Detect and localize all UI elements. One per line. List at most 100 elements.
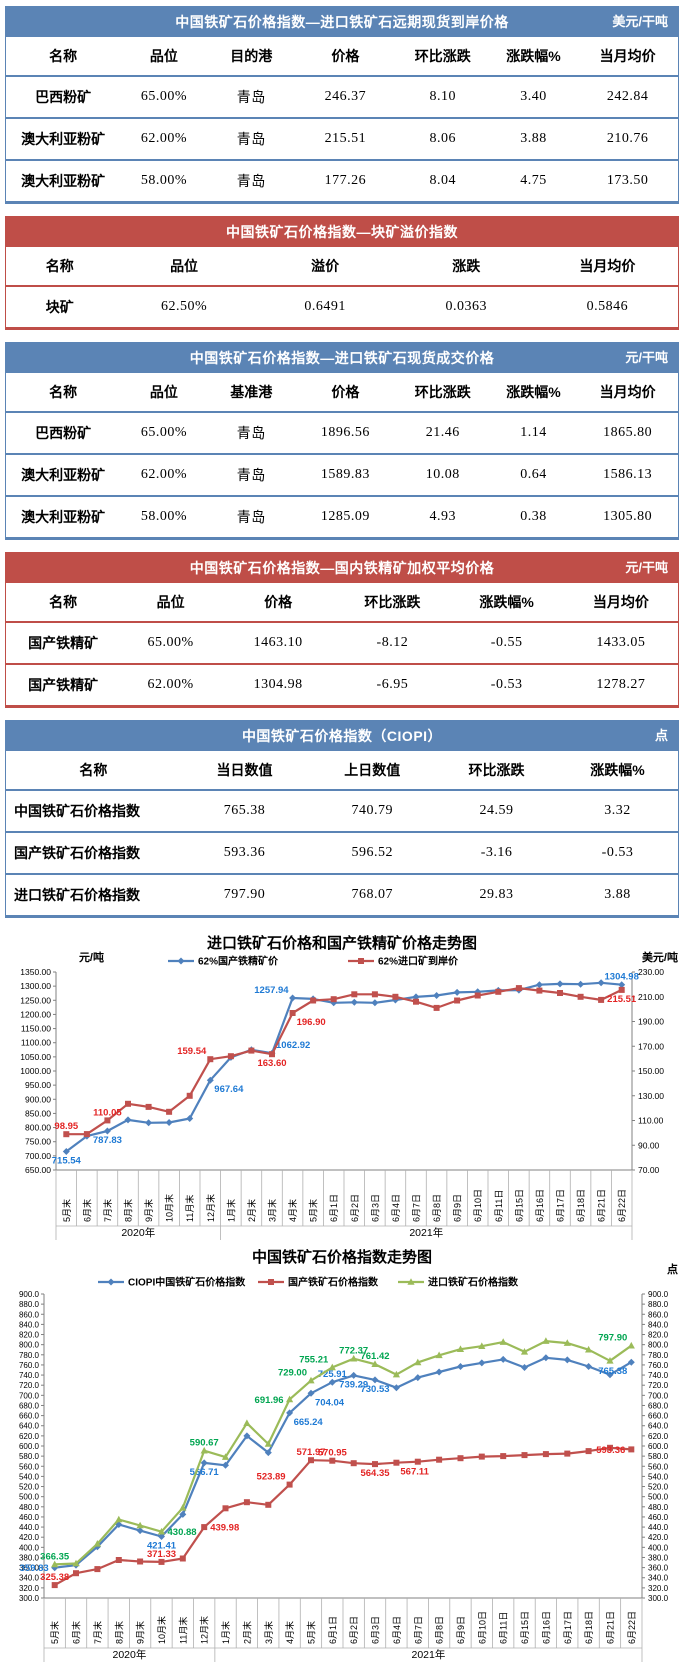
- table-row: 中国铁矿石价格指数 765.38 740.79 24.59 3.32: [6, 790, 678, 833]
- svg-text:1250.00: 1250.00: [20, 995, 51, 1005]
- svg-text:6月7日: 6月7日: [413, 1616, 423, 1644]
- value-cell: 4.93: [395, 496, 490, 539]
- svg-text:1350.00: 1350.00: [20, 967, 51, 977]
- table-unit: 元/干吨: [625, 560, 668, 575]
- chart-title: 进口铁矿石价格和国产铁精矿价格走势图: [207, 934, 477, 952]
- value-cell: 765.38: [180, 790, 309, 833]
- svg-text:10月末: 10月末: [156, 1616, 167, 1644]
- value-cell: 青岛: [207, 160, 295, 203]
- table-row: 巴西粉矿 65.00% 青岛 246.37 8.10 3.40 242.84: [6, 76, 678, 119]
- column-header: 当月均价: [577, 37, 678, 77]
- data-label: 366.35: [40, 1551, 70, 1562]
- svg-text:6月11日: 6月11日: [499, 1612, 509, 1644]
- svg-text:8月末: 8月末: [113, 1621, 124, 1644]
- svg-text:6月8日: 6月8日: [435, 1616, 445, 1644]
- svg-text:2020年: 2020年: [121, 1226, 155, 1239]
- value-cell: 768.07: [308, 874, 437, 917]
- svg-text:6月15日: 6月15日: [520, 1611, 530, 1644]
- table-title: 中国铁矿石价格指数—进口铁矿石远期现货到岸价格: [175, 14, 509, 30]
- table-unit: 点: [654, 728, 668, 743]
- svg-text:6月18日: 6月18日: [576, 1189, 586, 1222]
- value-cell: 62.50%: [113, 286, 255, 329]
- table-lump-premium: 中国铁矿石价格指数—块矿溢价指数 名称 品位 溢价 涨跌 当月均价 块矿 62.50% 0.6…: [5, 216, 679, 330]
- table-title-bar: 中国铁矿石价格指数—进口铁矿石现货成交价格 元/干吨: [6, 343, 678, 373]
- value-cell: 210.76: [577, 118, 678, 161]
- table-unit: 美元/干吨: [612, 14, 668, 29]
- value-cell: 青岛: [207, 76, 295, 119]
- data-table: 名称 品位 价格 环比涨跌 涨跌幅% 当月均价 国产铁精矿 65.00% 1463.10 -8.1…: [6, 583, 678, 707]
- table-title-bar: 中国铁矿石价格指数—块矿溢价指数: [6, 217, 678, 247]
- table-row: 块矿 62.50% 0.6491 0.0363 0.5846: [6, 286, 678, 329]
- svg-text:6月3日: 6月3日: [370, 1194, 380, 1222]
- value-cell: 1433.05: [563, 622, 678, 665]
- value-cell: 3.32: [557, 790, 678, 833]
- row-name-cell: 澳大利亚粉矿: [6, 496, 121, 539]
- column-header: 环比涨跌: [395, 373, 490, 413]
- table-header-row: 名称 品位 基准港 价格 环比涨跌 涨跌幅% 当月均价: [6, 373, 678, 413]
- table-title: 中国铁矿石价格指数（CIOPI）: [241, 728, 443, 744]
- svg-text:360.0: 360.0: [19, 1564, 40, 1573]
- svg-text:5月末: 5月末: [61, 1199, 72, 1222]
- svg-text:6月15日: 6月15日: [514, 1189, 524, 1222]
- svg-text:840.0: 840.0: [19, 1320, 40, 1329]
- svg-text:6月17日: 6月17日: [563, 1611, 573, 1644]
- row-name-cell: 国产铁精矿: [6, 622, 121, 665]
- svg-text:4月末: 4月末: [284, 1621, 295, 1644]
- table-row: 澳大利亚粉矿 62.00% 青岛 215.51 8.06 3.88 210.76: [6, 118, 678, 161]
- svg-text:580.0: 580.0: [19, 1452, 40, 1461]
- svg-text:6月9日: 6月9日: [456, 1616, 466, 1644]
- svg-text:2月末: 2月末: [246, 1199, 257, 1222]
- column-header: 品位: [120, 37, 208, 77]
- value-cell: 0.38: [489, 496, 578, 539]
- value-cell: 593.36: [180, 832, 309, 875]
- data-label: 1304.98: [605, 972, 639, 983]
- column-header: 目的港: [207, 37, 295, 77]
- svg-text:900.0: 900.0: [648, 1290, 669, 1299]
- svg-text:62%进口矿到岸价: 62%进口矿到岸价: [378, 955, 459, 968]
- svg-text:70.00: 70.00: [638, 1165, 660, 1175]
- svg-text:420.0: 420.0: [19, 1533, 40, 1542]
- row-name-cell: 巴西粉矿: [6, 76, 121, 119]
- value-cell: 0.0363: [395, 286, 537, 329]
- svg-text:440.0: 440.0: [648, 1523, 669, 1532]
- table-unit: 元/干吨: [625, 350, 668, 365]
- row-name-cell: 澳大利亚粉矿: [6, 118, 121, 161]
- data-label: 590.67: [190, 1438, 219, 1449]
- svg-text:元/吨: 元/吨: [79, 950, 104, 964]
- value-cell: 797.90: [180, 874, 309, 917]
- data-label: 159.54: [177, 1046, 207, 1057]
- data-label: 593.36: [596, 1445, 625, 1456]
- svg-text:700.0: 700.0: [648, 1391, 669, 1400]
- column-header: 环比涨跌: [335, 583, 450, 623]
- svg-text:320.0: 320.0: [19, 1584, 40, 1593]
- data-label: 691.96: [255, 1395, 284, 1406]
- svg-text:620.0: 620.0: [648, 1432, 669, 1441]
- svg-text:11月末: 11月末: [177, 1617, 188, 1644]
- table-title: 中国铁矿石价格指数—国内铁精矿加权平均价格: [189, 560, 495, 576]
- column-header: 基准港: [207, 373, 295, 413]
- table-header-row: 名称 品位 溢价 涨跌 当月均价: [6, 247, 678, 287]
- svg-text:美元/吨: 美元/吨: [642, 950, 678, 964]
- table-title: 中国铁矿石价格指数—进口铁矿石现货成交价格: [189, 350, 495, 366]
- svg-text:600.0: 600.0: [19, 1442, 40, 1451]
- column-header: 名称: [6, 247, 114, 287]
- data-label: 730.53: [360, 1384, 389, 1395]
- value-cell: 8.06: [395, 118, 490, 161]
- svg-text:860.0: 860.0: [19, 1310, 40, 1319]
- column-header: 涨跌幅%: [449, 583, 564, 623]
- svg-text:750.00: 750.00: [25, 1137, 51, 1147]
- svg-text:6月末: 6月末: [81, 1199, 92, 1222]
- value-cell: 58.00%: [120, 160, 208, 203]
- svg-text:1月末: 1月末: [225, 1199, 236, 1222]
- svg-text:4月末: 4月末: [287, 1199, 298, 1222]
- data-label: 787.83: [93, 1135, 122, 1146]
- data-label: 665.24: [294, 1417, 324, 1428]
- svg-text:380.0: 380.0: [19, 1553, 40, 1562]
- data-label: 761.42: [360, 1351, 389, 1362]
- svg-text:6月1日: 6月1日: [329, 1194, 339, 1222]
- value-cell: 65.00%: [120, 76, 208, 119]
- chart-legend: CIOPI中国铁矿石价格指数 国产铁矿石价格指数 进口铁矿石价格指数: [98, 1276, 519, 1289]
- table-title-bar: 中国铁矿石价格指数（CIOPI） 点: [6, 721, 678, 751]
